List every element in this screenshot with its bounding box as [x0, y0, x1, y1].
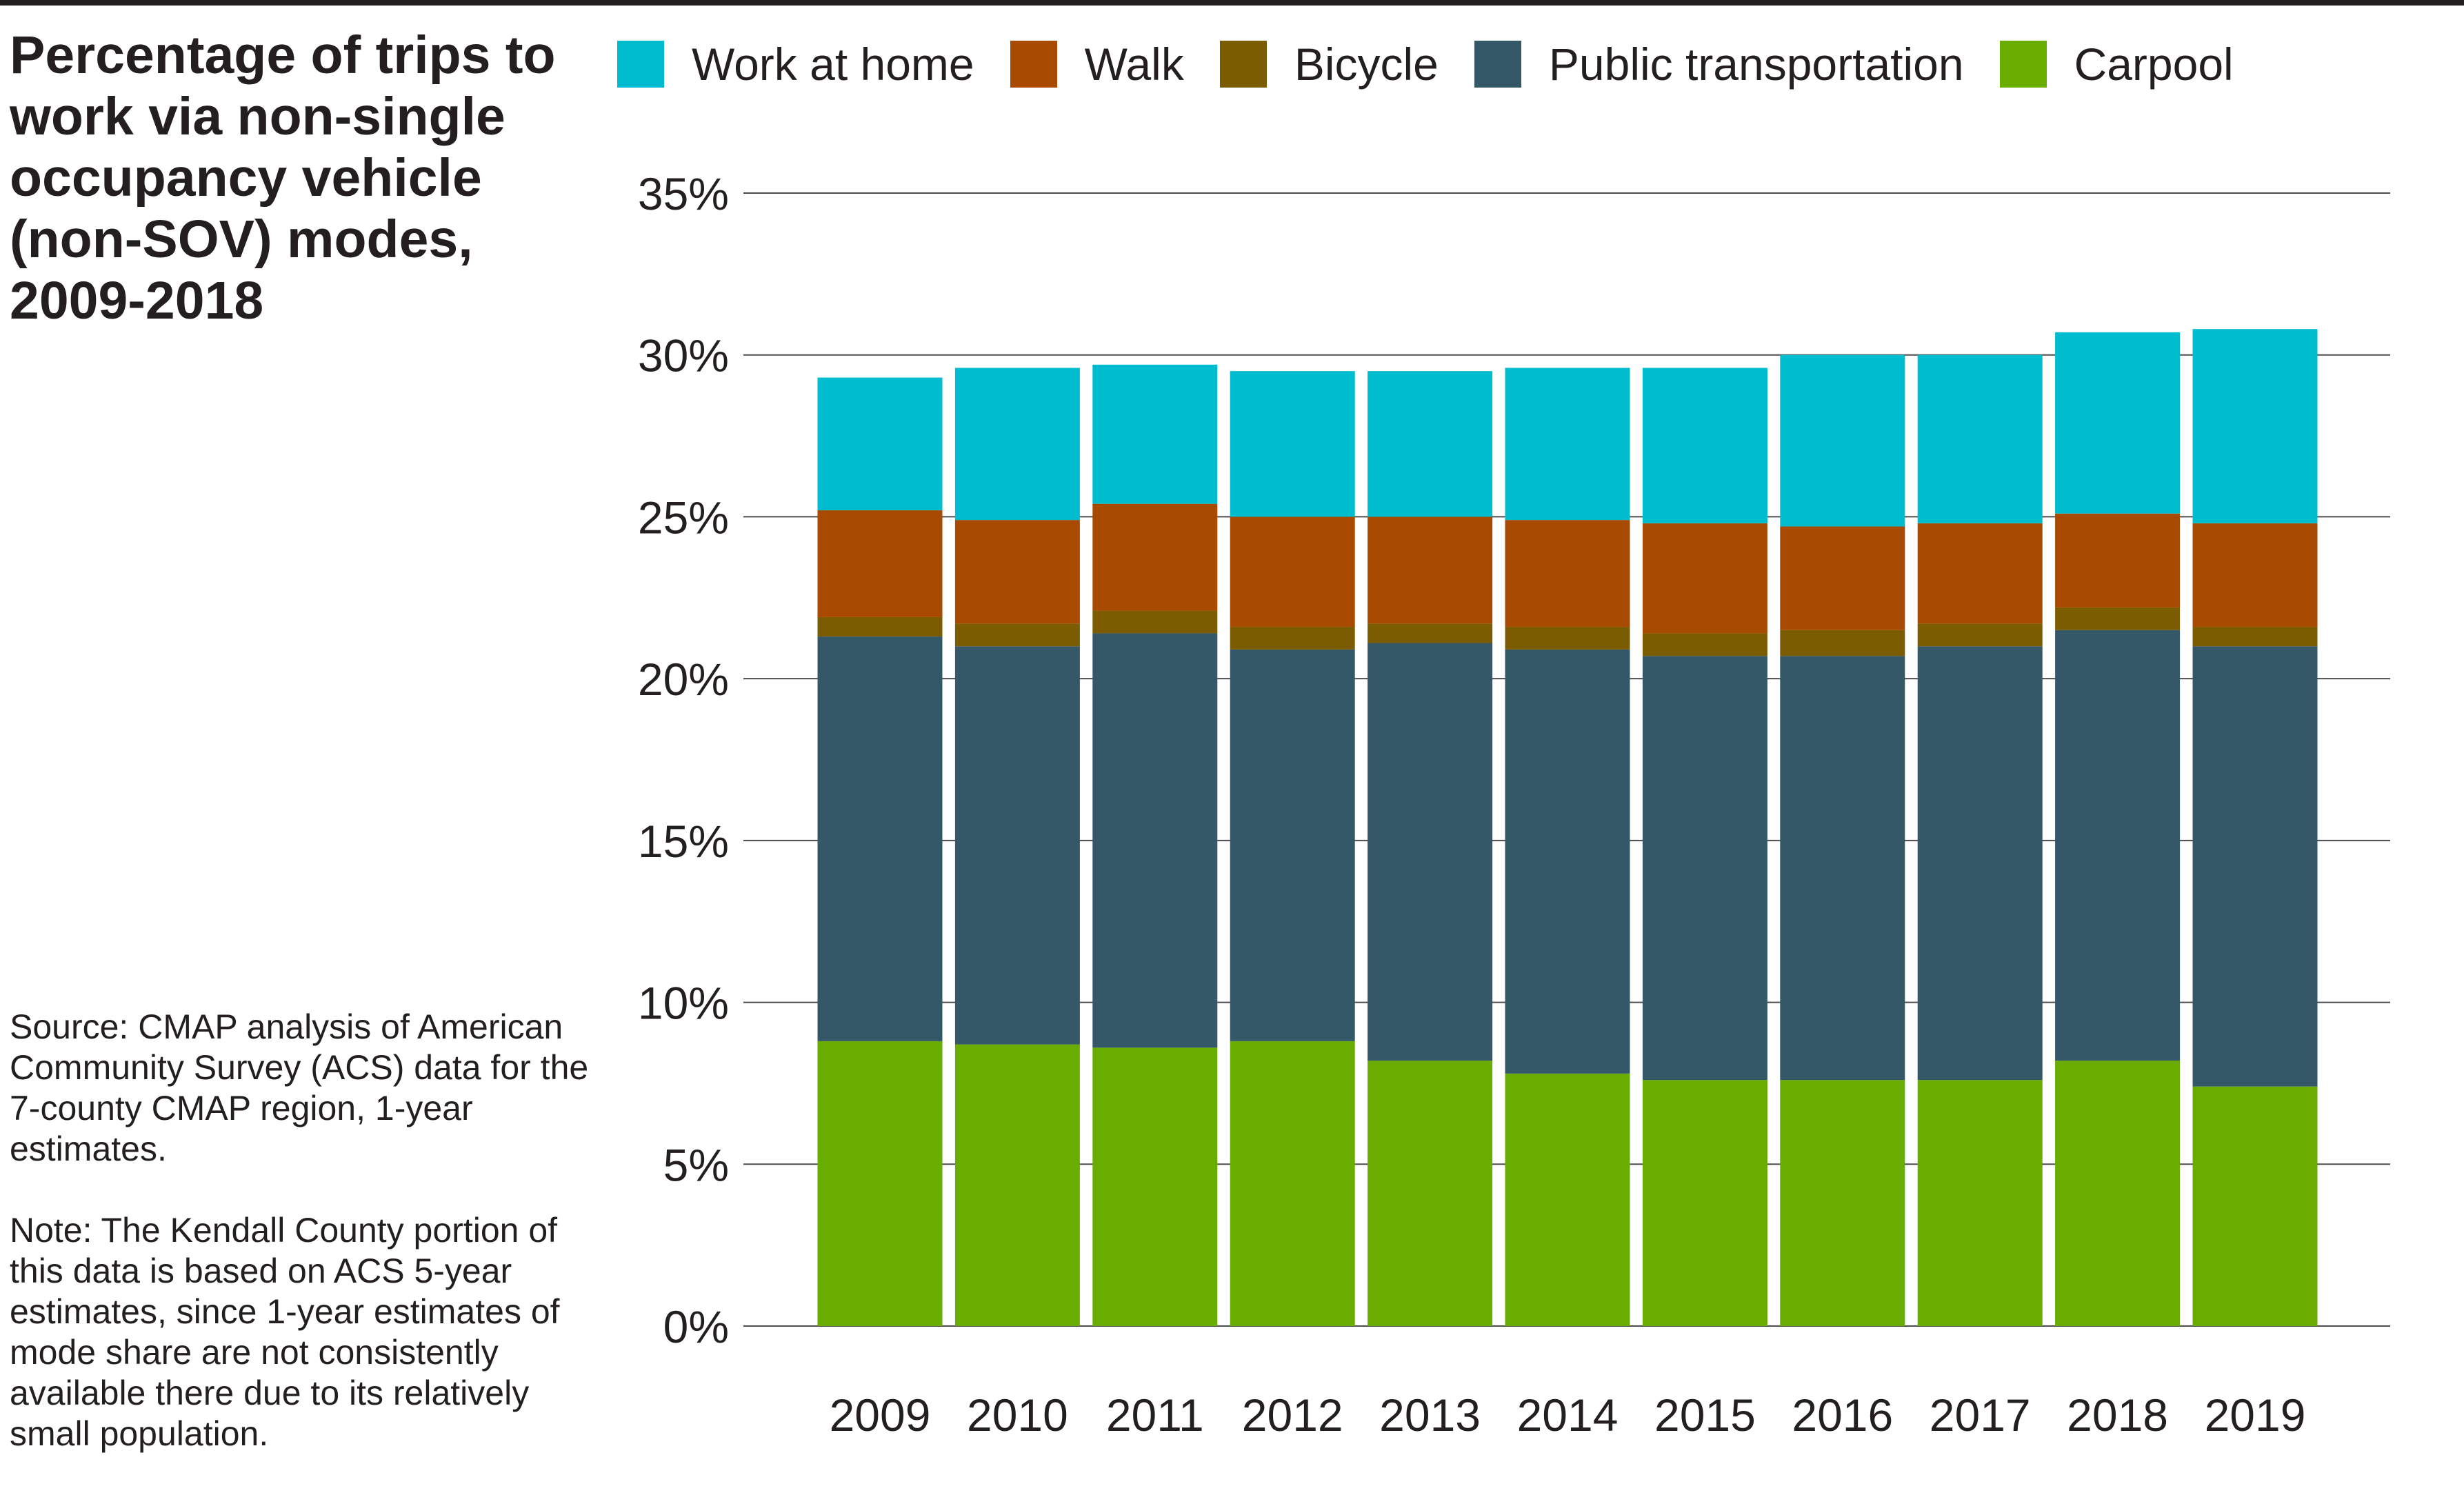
source-text: Source: CMAP analysis of American Commun…	[10, 1007, 589, 1168]
bar-segment-public-transportation	[1230, 649, 1355, 1041]
bar-segment-public-transportation	[817, 636, 943, 1041]
x-tick-label: 2011	[1106, 1389, 1204, 1441]
bar-segment-work-at-home	[954, 368, 1080, 521]
chart-legend: Work at home Walk Bicycle Public transpo…	[617, 33, 2270, 95]
legend-label-work-at-home: Work at home	[692, 39, 974, 90]
y-axis-tick-labels: 0% 5% 10% 15% 20% 25% 30% 35%	[638, 168, 729, 1352]
x-tick-label: 2013	[1379, 1389, 1481, 1441]
x-tick-label: 2019	[2205, 1389, 2306, 1441]
y-tick-label: 0%	[663, 1301, 729, 1352]
legend-swatch-public-transportation	[1474, 41, 1521, 88]
x-tick-label: 2016	[1792, 1389, 1893, 1441]
bar-segment-work-at-home	[2055, 332, 2181, 514]
bar-segment-public-transportation	[2055, 630, 2181, 1061]
bar-segment-public-transportation	[1092, 633, 1218, 1048]
bar-segment-carpool	[954, 1044, 1080, 1326]
bars	[817, 329, 2318, 1326]
legend-swatch-work-at-home	[617, 41, 664, 88]
bar-segment-work-at-home	[2192, 329, 2318, 523]
x-tick-label: 2012	[1242, 1389, 1343, 1441]
bar-segment-carpool	[817, 1041, 943, 1326]
bar-segment-public-transportation	[2192, 646, 2318, 1087]
bar-segment-public-transportation	[1780, 656, 1905, 1081]
top-rule	[0, 0, 2464, 6]
bar-segment-work-at-home	[817, 377, 943, 511]
bar-segment-walk	[1230, 516, 1355, 628]
chart-title: Percentage of trips to work via non-sing…	[10, 26, 556, 330]
bar-segment-carpool	[1505, 1073, 1630, 1326]
legend-label-bicycle: Bicycle	[1294, 39, 1439, 90]
bar-segment-bicycle	[954, 623, 1080, 647]
bar-segment-walk	[1505, 520, 1630, 628]
bar-segment-bicycle	[817, 616, 943, 637]
legend-swatch-bicycle	[1219, 41, 1267, 88]
x-tick-label: 2014	[1517, 1389, 1619, 1441]
legend-item-public-transportation: Public transportation	[1474, 38, 1964, 90]
bar-segment-bicycle	[1642, 633, 1767, 656]
x-tick-label: 2017	[1930, 1389, 2031, 1441]
bar-segment-public-transportation	[1505, 649, 1630, 1074]
bar-segment-bicycle	[1230, 627, 1355, 650]
x-tick-label: 2018	[2067, 1389, 2168, 1441]
bar-segment-work-at-home	[1780, 354, 1905, 527]
x-tick-label: 2009	[830, 1389, 931, 1441]
y-tick-label: 35%	[638, 168, 729, 219]
legend-label-public-transportation: Public transportation	[1548, 39, 1964, 90]
bar-segment-work-at-home	[1505, 368, 1630, 521]
bar-segment-public-transportation	[1917, 646, 2043, 1081]
x-tick-label: 2010	[967, 1389, 1068, 1441]
bar-segment-walk	[1642, 523, 1767, 634]
bar-segment-walk	[2055, 513, 2181, 608]
bar-segment-walk	[1092, 503, 1218, 611]
bar-segment-carpool	[1642, 1080, 1767, 1326]
y-tick-label: 25%	[638, 492, 729, 543]
legend-swatch-carpool	[1999, 41, 2047, 88]
bar-segment-public-transportation	[954, 646, 1080, 1045]
bar-segment-bicycle	[1368, 623, 1493, 643]
bar-segment-carpool	[2192, 1086, 2318, 1326]
bar-segment-walk	[1368, 516, 1493, 624]
legend-swatch-walk	[1010, 41, 1057, 88]
bar-segment-work-at-home	[1092, 364, 1218, 504]
legend-item-carpool: Carpool	[1999, 38, 2234, 90]
bar-segment-work-at-home	[1230, 371, 1355, 517]
source-notes: Source: CMAP analysis of American Commun…	[10, 1007, 603, 1495]
bar-segment-public-transportation	[1642, 656, 1767, 1081]
y-tick-label: 5%	[663, 1139, 729, 1190]
bar-segment-bicycle	[1917, 623, 2043, 647]
bar-segment-public-transportation	[1368, 643, 1493, 1061]
bar-segment-work-at-home	[1642, 368, 1767, 523]
bar-segment-work-at-home	[1368, 371, 1493, 517]
x-tick-label: 2015	[1654, 1389, 1756, 1441]
bar-segment-bicycle	[2192, 627, 2318, 647]
y-tick-label: 15%	[638, 816, 729, 867]
legend-item-work-at-home: Work at home	[617, 38, 974, 90]
bar-segment-walk	[1780, 526, 1905, 630]
bar-segment-carpool	[1092, 1047, 1218, 1326]
bar-segment-bicycle	[1505, 627, 1630, 650]
bar-segment-walk	[954, 520, 1080, 624]
bar-segment-walk	[2192, 523, 2318, 628]
y-tick-label: 30%	[638, 330, 729, 381]
legend-item-walk: Walk	[1010, 38, 1184, 90]
y-tick-label: 10%	[638, 978, 729, 1029]
bar-segment-bicycle	[1092, 610, 1218, 634]
bar-segment-walk	[1917, 523, 2043, 624]
legend-label-walk: Walk	[1084, 39, 1184, 90]
bar-segment-work-at-home	[1917, 354, 2043, 523]
legend-item-bicycle: Bicycle	[1219, 38, 1439, 90]
bar-segment-carpool	[1368, 1061, 1493, 1326]
bar-segment-bicycle	[1780, 630, 1905, 656]
y-tick-label: 20%	[638, 654, 729, 705]
x-axis-tick-labels: 2009 2010 2011 2012 2013 2014 2015 2016 2017 2018…	[830, 1389, 2306, 1441]
bar-segment-carpool	[2055, 1061, 2181, 1326]
bar-segment-carpool	[1780, 1080, 1905, 1326]
bar-segment-carpool	[1917, 1080, 2043, 1326]
bar-segment-walk	[817, 510, 943, 617]
legend-label-carpool: Carpool	[2074, 39, 2234, 90]
note-text: Note: The Kendall County portion of this…	[10, 1211, 560, 1453]
bar-segment-carpool	[1230, 1041, 1355, 1326]
bar-segment-bicycle	[2055, 607, 2181, 630]
